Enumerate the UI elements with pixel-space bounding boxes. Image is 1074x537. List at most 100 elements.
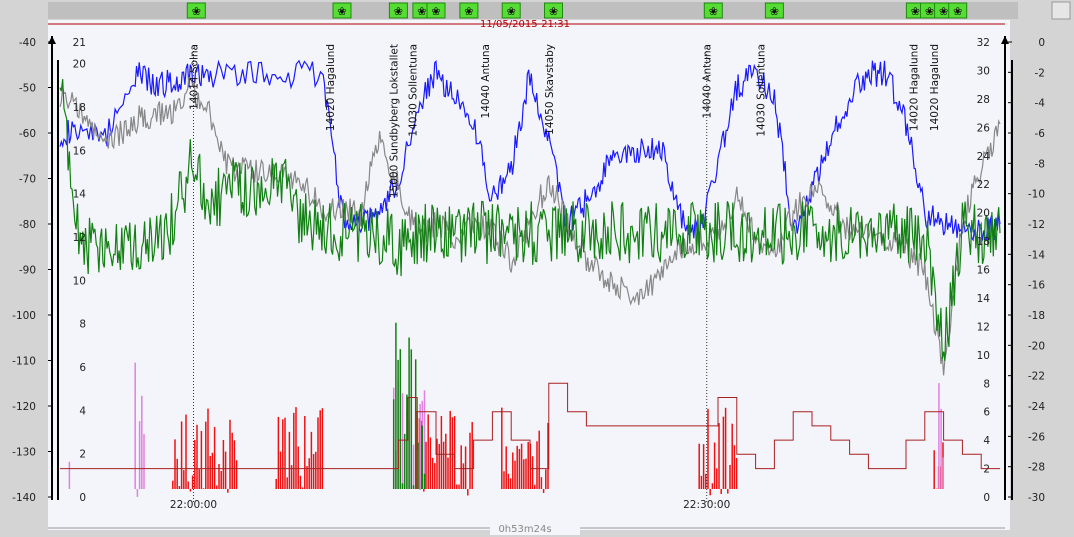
right_axis_2-tick-label: -18	[1028, 310, 1045, 322]
event-icon-glyph: ❀	[431, 5, 440, 18]
left_axis_1-tick-label: -90	[19, 265, 36, 277]
left_axis_2-tick-label: 8	[79, 319, 86, 331]
right_axis_2-tick-label: -10	[1028, 189, 1045, 201]
left_axis_2-tick-label: 20	[73, 59, 86, 71]
left_axis_2-tick-label: 4	[79, 405, 86, 417]
event-icons: ❀ ❀ ❀ ❀ ❀ ❀ ❀ ❀ ❀ ❀ ❀ ❀ ❀ ❀	[186, 2, 968, 19]
event-icon: ❀	[948, 2, 968, 19]
left_axis_1-tick-label: -60	[19, 128, 36, 140]
series-line	[60, 382, 1000, 470]
event-icon: ❀	[501, 2, 521, 19]
left_axis_2-tick-label: 21	[73, 37, 86, 49]
right_axis_1-tick-label: 0	[983, 492, 990, 504]
left_axis_2-tick-label: 18	[73, 102, 86, 114]
right_axis_1-tick-label: 14	[977, 293, 991, 305]
left_axis_2-tick-label: 2	[79, 449, 86, 461]
right_axis_2-tick-label: -26	[1028, 431, 1045, 443]
event-icon-bg	[388, 2, 408, 19]
event-icon-glyph: ❀	[417, 5, 426, 18]
plot-layer	[59, 45, 1001, 502]
left_axis_1-tick-label: -70	[19, 174, 36, 186]
right_axis_2-tick-label: -30	[1028, 492, 1045, 504]
event-icon-bg	[332, 2, 352, 19]
event-icon-glyph: ❀	[770, 5, 779, 18]
event-icon-bg	[764, 2, 784, 19]
left_axis_1-tick-label: -130	[12, 447, 36, 459]
right_axis_2-tick-label: -20	[1028, 340, 1045, 352]
left_axis_2-tick-label: 0	[79, 492, 86, 504]
left_axis_1-tick-label: -80	[19, 219, 36, 231]
footer-duration: 0h53m24s	[498, 524, 551, 535]
right_axis_2-tick-label: -16	[1028, 280, 1045, 292]
left_axis_1-tick-label: -50	[19, 83, 36, 95]
right_axis_1-tick-label: 22	[977, 179, 990, 191]
close-button[interactable]	[1051, 1, 1071, 20]
time-tick-label: 22:00:00	[170, 499, 217, 511]
right_axis_1-tick-label: 16	[977, 265, 991, 277]
event-icon-glyph: ❀	[709, 5, 718, 18]
left_axis_2-tick-label: 6	[79, 362, 86, 374]
right_axis_1-tick-label: 6	[983, 407, 990, 419]
right_axis_1-tick-label: 12	[977, 321, 990, 333]
event-icon: ❀	[388, 2, 408, 19]
cell-label: 14030 Sollentuna	[755, 44, 767, 137]
event-icon-bg	[544, 2, 563, 19]
event-icon-bg	[501, 2, 521, 19]
right_axis_2-tick-label: -12	[1028, 219, 1045, 231]
right_axis_1-tick-label: 26	[977, 122, 991, 134]
right_axis_1-tick-label: 4	[983, 435, 990, 447]
event-icon-glyph: ❀	[925, 5, 934, 18]
event-icon-glyph: ❀	[953, 5, 962, 18]
right_axis_2-tick-label: -22	[1028, 371, 1045, 383]
left_axis_1-tick-label: -100	[12, 310, 36, 322]
left_axis_1-tick-label: -40	[19, 37, 36, 49]
event-icon-bg	[426, 2, 446, 19]
right_axis_2-tick-label: -24	[1028, 401, 1045, 413]
event-icon-glyph: ❀	[464, 5, 473, 18]
left_axis_1-tick-label: -120	[12, 401, 36, 413]
right_axis_2-tick-label: -28	[1028, 462, 1045, 474]
event-icon: ❀	[544, 2, 563, 19]
right_axis_1-tick-label: 28	[977, 94, 990, 106]
right_axis_2-tick-label: -4	[1035, 98, 1046, 110]
cell-label: 14020 Hagalund	[929, 44, 941, 131]
cell-label: 14040 Antuna	[480, 44, 492, 118]
event-icon-glyph: ❀	[939, 5, 948, 18]
cell-label: 14014 Solna	[188, 44, 200, 110]
right_axis_1-tick-label: 18	[977, 236, 990, 248]
cell-label: 15000 Sundbyberg Lokstallet	[389, 44, 401, 198]
right_axis_1-tick-label: 10	[977, 350, 990, 362]
left_axis_1-tick-label: -140	[12, 492, 36, 504]
series-line	[59, 79, 1001, 361]
event-icon-bg	[186, 2, 206, 19]
event-icon: ❀	[186, 2, 206, 19]
cell-label: 14040 Antuna	[702, 44, 714, 118]
right_axis_1-tick-label: 24	[977, 151, 991, 163]
right_axis_1-tick-label: 20	[977, 208, 990, 220]
cell-label: 14020 Hagalund	[325, 44, 337, 131]
left_axis_2-tick-label: 12	[73, 232, 86, 244]
event-icon-glyph: ❀	[192, 5, 201, 18]
right_axis_2-tick-label: -8	[1035, 158, 1045, 170]
event-icon: ❀	[459, 2, 479, 19]
cell-label: 14030 Sollentuna	[408, 44, 420, 137]
right_axis_1-tick-label: 32	[977, 37, 990, 49]
event-icon-bg	[948, 2, 968, 19]
event-icon-bg	[459, 2, 479, 19]
event-icon: ❀	[764, 2, 784, 19]
event-icon-glyph: ❀	[394, 5, 403, 18]
axes-layer: -40-50-60-70-80-90-100-110-120-130-14021…	[12, 36, 1045, 511]
event-icon-glyph: ❀	[337, 5, 346, 18]
left_axis_2-tick-label: 16	[73, 145, 87, 157]
event-icon: ❀	[703, 2, 723, 19]
right_axis_2-tick-label: -6	[1035, 128, 1046, 140]
header-datetime: 11/05/2015-21:31	[480, 19, 570, 30]
right_axis_2-tick-label: -2	[1035, 67, 1045, 79]
event-icon: ❀	[412, 2, 432, 19]
right_axis_1-tick-label: 30	[977, 65, 990, 77]
left_axis_2-tick-label: 14	[73, 189, 87, 201]
cell-label: 14020 Hagalund	[909, 44, 921, 131]
right_axis_1-tick-label: 2	[983, 464, 990, 476]
